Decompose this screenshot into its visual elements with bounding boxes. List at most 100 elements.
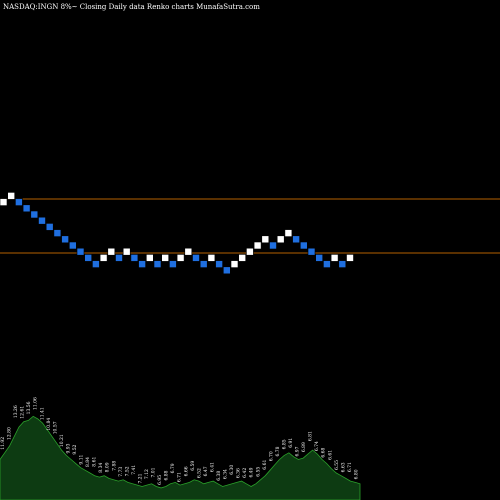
volume-label: 8.84 <box>85 457 91 467</box>
renko-brick-up <box>207 254 216 262</box>
volume-label: 13.56 <box>26 401 32 414</box>
volume-label: 6.78 <box>275 446 281 456</box>
volume-label: 10.21 <box>59 434 65 447</box>
volume-label: 6.71 <box>347 462 353 472</box>
volume-label: 11.06 <box>33 397 39 410</box>
volume-label: 10.57 <box>52 421 58 434</box>
volume-label: 6.34 <box>223 469 229 479</box>
renko-brick-down <box>138 260 146 268</box>
renko-brick-up <box>99 254 108 262</box>
renko-brick-up <box>346 254 354 262</box>
volume-label: 12.61 <box>20 406 26 419</box>
renko-brick-down <box>15 198 23 206</box>
volume-label: 7.12 <box>144 469 150 479</box>
volume-label: 13.26 <box>13 405 19 418</box>
renko-brick-up <box>0 198 8 206</box>
volume-label: 6.47 <box>203 466 209 476</box>
volume-label: 12.80 <box>7 427 13 440</box>
renko-brick-up <box>176 254 185 262</box>
renko-brick-up <box>276 235 285 244</box>
volume-label: 8.61 <box>92 457 98 467</box>
volume-label: 6.63 <box>340 462 346 472</box>
renko-brick-down <box>45 223 54 231</box>
renko-brick-down <box>315 254 324 262</box>
renko-brick-up <box>238 254 246 262</box>
volume-label: 6.52 <box>196 468 202 478</box>
volume-label: 7.41 <box>131 465 137 475</box>
volume-label: 6.85 <box>282 439 288 449</box>
volume-label: 6.66 <box>183 466 189 476</box>
volume-label: 6.49 <box>249 467 255 477</box>
renko-brick-down <box>92 260 100 268</box>
volume-label: 6.80 <box>354 469 360 479</box>
renko-brick-down <box>69 241 77 250</box>
volume-label: 6.97 <box>295 446 301 456</box>
volume-label: 6.55 <box>255 467 261 477</box>
renko-brick-up <box>107 247 116 256</box>
renko-brick-up <box>146 254 154 262</box>
renko-brick-up <box>122 247 131 256</box>
renko-brick-up <box>230 260 239 268</box>
volume-label: 6.89 <box>301 442 307 452</box>
renko-brick-down <box>292 235 300 244</box>
volume-label: 9.52 <box>72 444 78 454</box>
renko-brick-up <box>330 254 339 262</box>
volume-label: 6.81 <box>308 431 314 441</box>
renko-brick-up <box>7 192 15 200</box>
renko-brick-down <box>61 235 69 244</box>
volume-label: 6.55 <box>334 460 340 470</box>
renko-brick-down <box>192 254 200 262</box>
volume-label: 9.11 <box>79 454 85 464</box>
renko-brick-down <box>269 241 277 250</box>
renko-brick-down <box>223 266 231 275</box>
renko-brick-down <box>153 260 162 268</box>
renko-brick-down <box>22 204 31 213</box>
volume-label: 6.79 <box>170 463 176 473</box>
renko-brick-down <box>215 260 223 268</box>
renko-brick-up <box>284 229 293 237</box>
volume-label: 11.41 <box>39 407 45 420</box>
volume-label: 6.88 <box>164 470 170 480</box>
volume-label: 6.74 <box>314 441 320 451</box>
volume-label: 10.84 <box>46 418 52 431</box>
renko-brick-down <box>299 241 308 250</box>
volume-label: 6.61 <box>327 450 333 460</box>
renko-brick-up <box>161 254 169 262</box>
renko-brick-down <box>115 254 123 262</box>
volume-label: 6.59 <box>190 461 196 471</box>
renko-brick-down <box>130 254 139 262</box>
renko-brick-down <box>30 210 39 219</box>
renko-brick-down <box>38 216 46 225</box>
renko-brick-down <box>84 254 92 262</box>
renko-brick-down <box>53 229 62 237</box>
volume-label: 6.91 <box>288 438 294 448</box>
volume-label: 6.36 <box>236 468 242 478</box>
volume-label: 6.38 <box>216 471 222 481</box>
volume-label: 8.09 <box>105 462 111 472</box>
renko-brick-down <box>169 260 177 268</box>
renko-brick-up <box>184 247 193 256</box>
renko-brick-down <box>307 247 316 256</box>
volume-label: 7.21 <box>138 473 144 483</box>
renko-bricks <box>0 192 354 275</box>
volume-label: 6.71 <box>177 472 183 482</box>
volume-label: 6.95 <box>157 475 163 485</box>
volume-label: 6.70 <box>268 451 274 461</box>
renko-brick-up <box>246 247 254 256</box>
volume-label: 9.93 <box>66 443 72 453</box>
volume-label: 7.73 <box>118 467 124 477</box>
volume-label: 7.52 <box>124 466 130 476</box>
renko-brick-up <box>261 235 270 244</box>
volume-label: 8.34 <box>98 463 104 473</box>
chart-title: NASDAQ:INGN 8%~ Closing Daily data Renko… <box>3 3 260 11</box>
volume-label: 11.92 <box>0 437 6 450</box>
volume-label: 6.61 <box>262 460 268 470</box>
volume-area-path <box>0 415 361 500</box>
renko-brick-down <box>338 260 347 268</box>
volume-label: 6.30 <box>229 465 235 475</box>
volume-label: 6.41 <box>210 462 216 472</box>
volume-label: 6.42 <box>242 468 248 478</box>
renko-brick-down <box>323 260 331 268</box>
